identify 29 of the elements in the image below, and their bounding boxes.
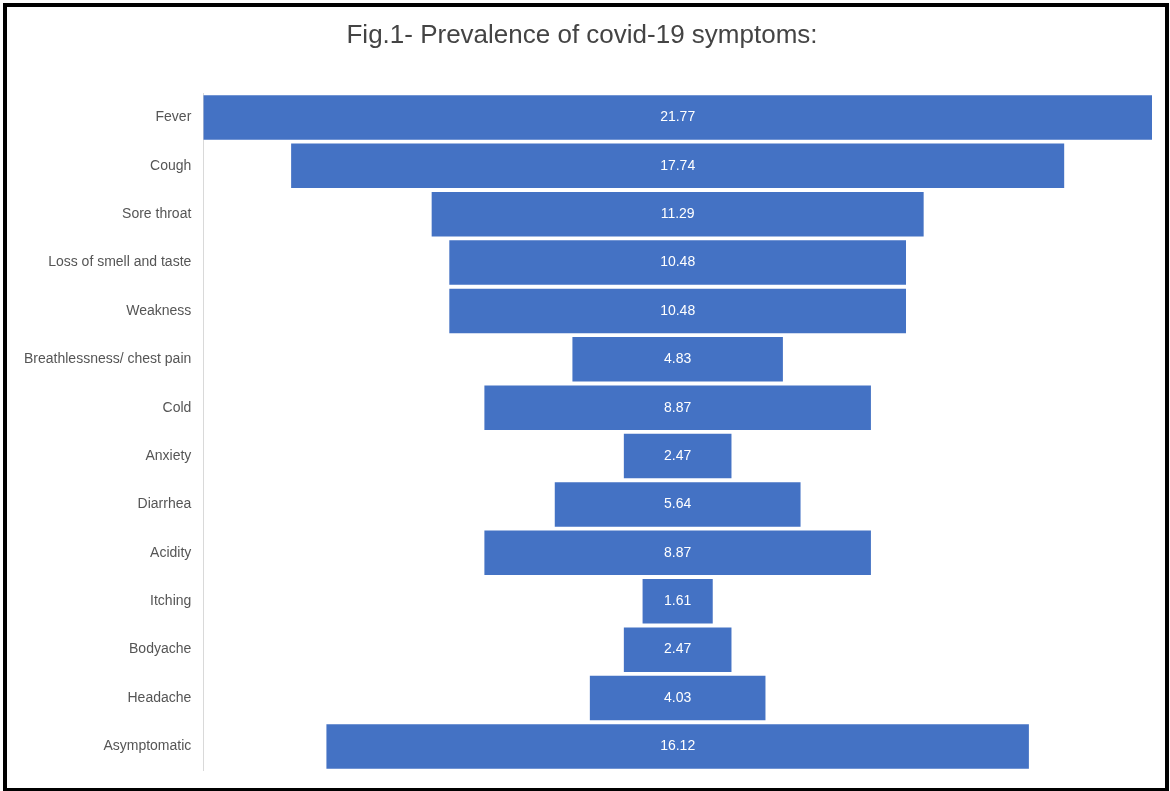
- data-label: 11.29: [660, 205, 695, 222]
- data-label: 2.47: [664, 640, 692, 657]
- data-label: 10.48: [660, 301, 696, 318]
- category-label: Asymptomatic: [103, 737, 192, 754]
- data-label: 10.48: [660, 253, 696, 270]
- category-label: Headache: [127, 688, 192, 705]
- category-label: Weakness: [126, 301, 192, 318]
- category-label: Bodyache: [129, 640, 192, 657]
- category-label: Acidity: [150, 543, 192, 560]
- category-label: Cough: [150, 156, 192, 173]
- data-label: 2.47: [664, 446, 692, 463]
- data-label: 4.83: [664, 350, 692, 367]
- data-label: 5.64: [664, 495, 692, 512]
- category-label: Sore throat: [122, 205, 192, 222]
- category-label: Itching: [150, 592, 192, 609]
- category-label: Cold: [162, 398, 192, 415]
- data-label: 8.87: [664, 398, 692, 415]
- data-label: 21.77: [660, 108, 696, 125]
- category-label: Diarrhea: [137, 495, 192, 512]
- data-label: 17.74: [660, 156, 696, 173]
- category-label: Breathlessness/ chest pain: [23, 350, 192, 367]
- data-label: 8.87: [664, 543, 692, 560]
- category-label: Anxiety: [145, 446, 192, 463]
- category-label: Fever: [155, 108, 192, 125]
- data-label: 1.61: [664, 592, 692, 609]
- data-label: 16.12: [660, 737, 696, 754]
- data-label: 4.03: [664, 688, 692, 705]
- category-label: Loss of smell and taste: [48, 253, 192, 270]
- text: Fig.1- Prevalence of covid-19 symptoms:: [346, 18, 818, 49]
